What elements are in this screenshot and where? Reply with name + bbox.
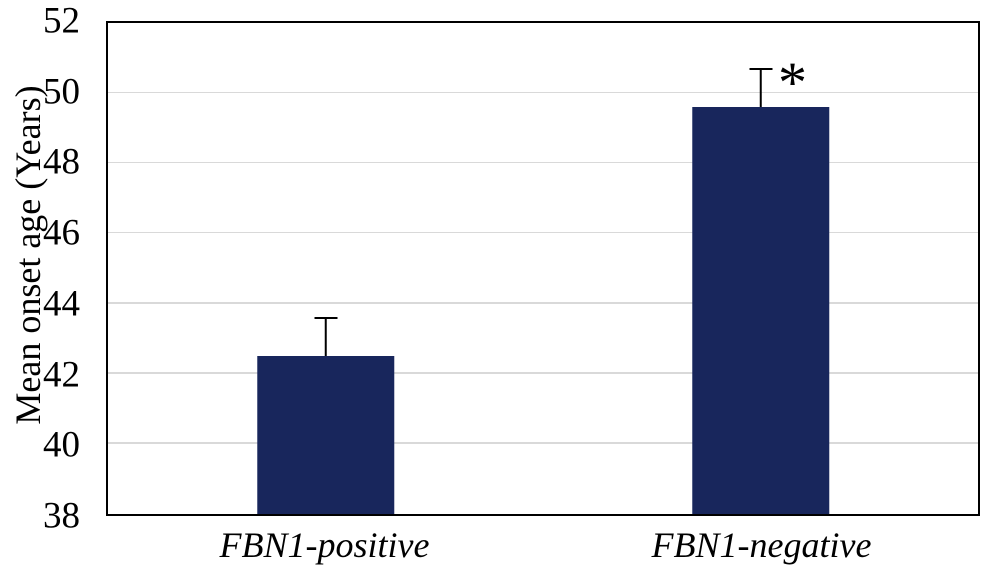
gridline (108, 372, 978, 374)
bar-FBN1-positive (256, 356, 395, 514)
y-tick-label: 52 (43, 0, 80, 42)
y-axis-tick-labels: 38 40 42 44 46 48 50 52 (0, 3, 106, 535)
gridline (108, 442, 978, 444)
y-tick-label: 42 (43, 354, 80, 396)
y-tick-label: 50 (43, 71, 80, 113)
y-tick-label: 48 (43, 141, 80, 183)
x-category-label: FBN1-negative (651, 525, 872, 565)
y-tick-label: 38 (43, 495, 80, 537)
gridline (108, 302, 978, 304)
bar-FBN1-negative (691, 107, 830, 514)
error-bar-cap (314, 316, 337, 320)
significance-asterisk: * (778, 50, 807, 116)
error-bar-line (324, 319, 327, 357)
gridline (108, 161, 978, 164)
plot-area: * (106, 21, 980, 516)
y-tick-label: 46 (43, 212, 80, 254)
gridline (108, 91, 978, 94)
y-tick-label: 40 (43, 424, 80, 466)
gridline (108, 231, 978, 234)
y-tick-label: 44 (43, 283, 80, 325)
error-bar-cap (749, 67, 772, 71)
x-axis-labels: FBN1-positive FBN1-negative (106, 524, 980, 572)
x-category-label: FBN1-positive (219, 525, 430, 565)
error-bar-line (759, 70, 762, 108)
